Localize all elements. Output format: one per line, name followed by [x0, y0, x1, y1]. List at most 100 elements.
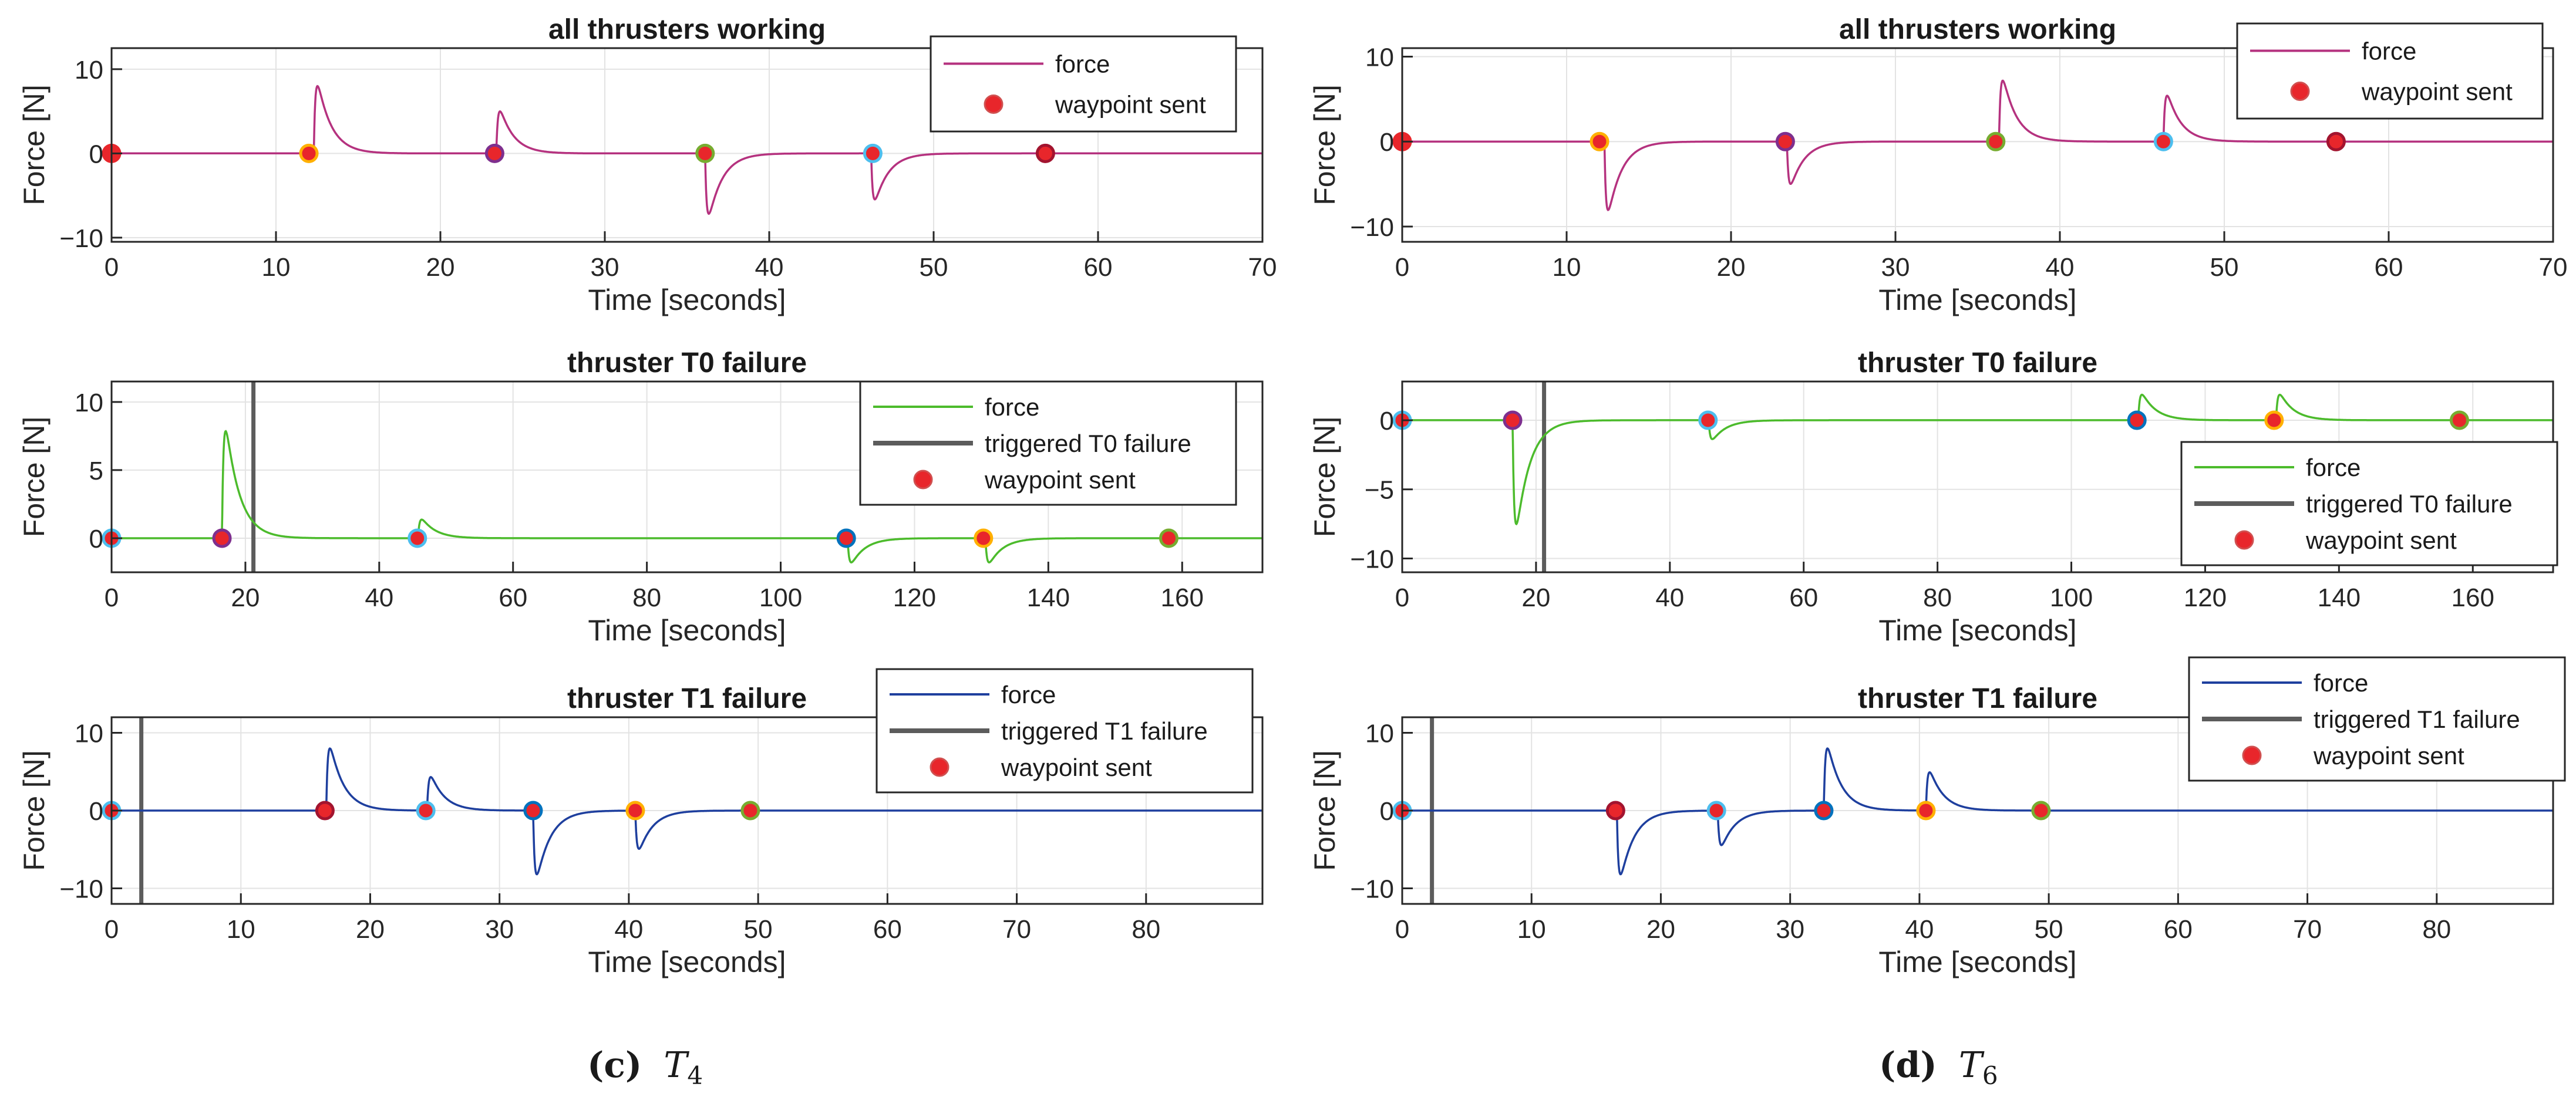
x-tick-label: 160: [2452, 583, 2494, 612]
caption-c-label: (c): [587, 1045, 642, 1086]
x-tick-label: 70: [1248, 253, 1277, 282]
x-tick-label: 30: [485, 915, 514, 944]
caption-c-subscript: 4: [687, 1061, 703, 1090]
legend-label: force: [1001, 681, 1056, 708]
chart-title: all thrusters working: [1839, 14, 2116, 45]
x-tick-label: 40: [614, 915, 643, 944]
chart-title: thruster T0 failure: [1858, 347, 2097, 379]
x-axis-label: Time [seconds]: [1878, 283, 2076, 316]
waypoint-marker: [836, 528, 856, 548]
x-tick-label: 60: [2375, 253, 2403, 282]
x-tick-label: 20: [356, 915, 385, 944]
caption-c-symbol: T: [664, 1045, 689, 1086]
y-tick-label: 10: [75, 389, 103, 417]
axes-box: [110, 380, 1264, 573]
x-tick-label: 30: [1776, 915, 1804, 944]
y-tick-label: 0: [1380, 128, 1394, 157]
chart-title: thruster T1 failure: [567, 683, 807, 714]
x-tick-label: 30: [1881, 253, 1910, 282]
waypoint-marker: [2153, 131, 2173, 151]
x-tick-label: 0: [105, 583, 119, 612]
waypoint-marker: [863, 143, 883, 163]
legend: force triggered T1 failure waypoint sent: [2188, 656, 2566, 782]
y-tick-label: 0: [89, 797, 103, 826]
y-tick-label: −10: [59, 875, 103, 904]
legend-label: force: [2314, 669, 2368, 697]
x-tick-label: 10: [227, 915, 255, 944]
svg-text:(d) T6: (d) T6: [1879, 1045, 1998, 1090]
legend-label: force: [985, 393, 1039, 421]
chart-title: all thrusters working: [548, 14, 826, 45]
ticks: 0 20 40 60 80 100 120 140 160 0 5 10: [75, 389, 1204, 612]
x-tick-label: 20: [426, 253, 455, 282]
waypoint-marker: [1605, 801, 1625, 821]
y-tick-label: 0: [1380, 407, 1394, 436]
x-tick-label: 80: [632, 583, 661, 612]
waypoint-marker: [1159, 528, 1178, 548]
waypoint-marker: [695, 143, 715, 163]
caption-d: (d) T6: [1879, 1045, 1998, 1090]
waypoint-marker: [1814, 801, 1834, 821]
x-tick-label: 120: [2184, 583, 2227, 612]
x-tick-label: 80: [1132, 915, 1160, 944]
y-tick-label: 10: [1365, 720, 1394, 748]
waypoint-marker: [408, 528, 427, 548]
legend-swatch-waypoint: [2290, 82, 2310, 101]
chart-title: thruster T1 failure: [1858, 683, 2097, 714]
legend-swatch-waypoint: [2242, 745, 2262, 765]
waypoint-marker: [2031, 801, 2051, 821]
ticks: 0 20 40 60 80 100 120 140 160 −10 −5 0: [1350, 407, 2494, 612]
waypoint-marker: [315, 801, 335, 821]
waypoint-marker: [1916, 801, 1936, 821]
waypoint-markers: [1392, 801, 2051, 821]
x-tick-label: 80: [2422, 915, 2451, 944]
y-tick-label: 0: [89, 140, 103, 168]
caption-d-symbol: T: [1959, 1045, 1985, 1086]
force-line: [1402, 393, 2553, 526]
waypoint-marker: [2326, 131, 2346, 151]
x-tick-label: 0: [105, 915, 119, 944]
x-axis-label: Time [seconds]: [1878, 946, 2076, 978]
waypoint-marker: [740, 801, 760, 821]
x-axis-label: Time [seconds]: [1878, 614, 2076, 647]
y-tick-label: −10: [1350, 213, 1394, 242]
x-tick-label: 20: [1717, 253, 1746, 282]
legend: force waypoint sent: [2236, 22, 2544, 120]
legend-label: waypoint sent: [1055, 91, 1206, 119]
legend-swatch-waypoint: [2234, 530, 2254, 550]
x-tick-label: 80: [1923, 583, 1952, 612]
y-tick-label: 10: [1365, 43, 1394, 72]
legend: force triggered T1 failure waypoint sent: [875, 668, 1254, 794]
x-tick-label: 140: [2318, 583, 2361, 612]
legend-label: triggered T0 failure: [985, 430, 1191, 457]
legend-swatch-waypoint: [913, 470, 933, 490]
x-tick-label: 10: [1517, 915, 1546, 944]
waypoint-markers: [1392, 410, 2469, 430]
waypoint-marker: [2449, 410, 2469, 430]
force-line: [112, 747, 1262, 876]
legend: force waypoint sent: [930, 35, 1237, 133]
y-axis-label: Force [N]: [1308, 750, 1341, 871]
y-axis-label: Force [N]: [1308, 417, 1341, 538]
waypoint-marker: [1590, 131, 1609, 151]
x-tick-label: 20: [1646, 915, 1675, 944]
x-tick-label: 0: [1395, 915, 1409, 944]
caption-d-subscript: 6: [1982, 1061, 1998, 1090]
x-tick-label: 100: [759, 583, 802, 612]
waypoint-marker: [1775, 131, 1795, 151]
legend-label: waypoint sent: [2313, 742, 2464, 769]
y-tick-label: 5: [89, 457, 103, 485]
y-axis-label: Force [N]: [18, 417, 50, 538]
y-axis-label: Force [N]: [18, 750, 50, 871]
x-tick-label: 0: [1395, 583, 1409, 612]
waypoint-marker: [212, 528, 232, 548]
x-tick-label: 20: [1521, 583, 1550, 612]
caption-c: (c) T4: [587, 1045, 703, 1090]
y-tick-label: 10: [75, 56, 103, 85]
